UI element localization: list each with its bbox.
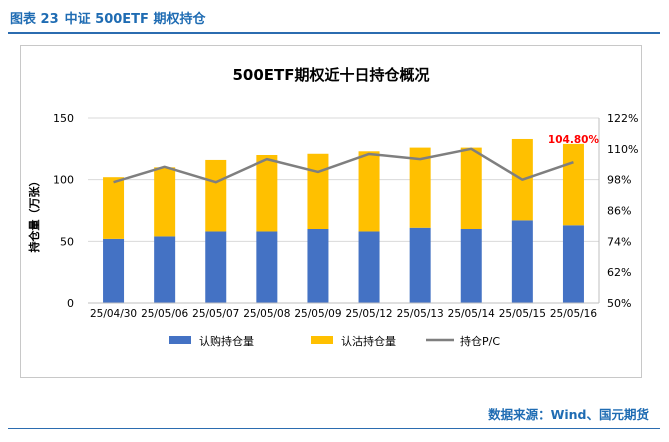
legend: 认购持仓量 认沽持仓量 持仓P/C [169,334,500,348]
bar-put [460,147,482,229]
x-tick-label: 25/05/15 [499,308,546,320]
y2-tick-label: 86% [607,205,631,218]
bar-call [358,231,380,303]
bar-call [103,238,125,303]
y-axis-label: 持仓量（万张） [27,176,41,253]
figure-caption: 图表 23 中证 500ETF 期权持仓 [10,8,211,27]
x-tick-label: 25/05/07 [192,308,239,320]
x-tick-label: 25/05/08 [243,308,290,320]
legend-swatch [311,336,333,344]
x-tick-label: 25/04/30 [90,308,137,320]
legend-label: 持仓P/C [460,334,500,348]
y-tick-label: 50 [60,235,74,248]
x-tick-label: 25/05/13 [397,308,444,320]
y2-tick-label: 98% [607,174,631,187]
y2-tick-label: 110% [607,143,638,156]
bar-call [256,231,278,303]
pc-line-layer: 104.80% [113,134,600,184]
y-tick-label: 100 [53,174,74,187]
y2-tick-label: 50% [607,297,631,310]
source-note: 数据来源：Wind、国元期货 [488,407,649,422]
bar-put [256,155,278,232]
y2-tick-label: 74% [607,235,631,248]
top-divider [8,32,660,34]
legend-label: 认沽持仓量 [341,334,396,348]
bar-call [409,227,431,303]
axes-layer: 0 50 100 150 50% 62% 74% 86% 98% 110% 122% 25/04/30… [53,112,638,320]
y-tick-label: 0 [67,297,74,310]
x-tick-label: 25/05/16 [550,308,597,320]
legend-swatch [169,336,191,344]
bar-call [307,229,329,303]
bar-put [358,151,380,232]
figure-title: 中证 500ETF 期权持仓 [64,12,206,27]
bar-put [562,143,584,226]
pc-line [113,147,574,184]
chart-svg: 500ETF期权近十日持仓概况 持仓量（万张） 104.80% 0 50 100 15… [27,66,638,348]
bottom-divider [8,428,660,429]
bar-call [154,236,176,303]
bar-call [562,225,584,303]
bar-put [154,167,176,237]
bar-put [307,153,329,229]
chart-title: 500ETF期权近十日持仓概况 [232,66,429,84]
chart-frame: 500ETF期权近十日持仓概况 持仓量（万张） 104.80% 0 50 100 15… [20,45,642,378]
pc-annotation: 104.80% [548,134,600,146]
bar-put [409,147,431,228]
x-tick-label: 25/05/09 [294,308,341,320]
bar-put [205,159,227,232]
bar-put [103,177,125,239]
x-tick-label: 25/05/12 [345,308,392,320]
bar-call [205,231,227,303]
figure-number: 图表 23 [10,12,59,27]
legend-label: 认购持仓量 [199,334,254,348]
bar-call [460,229,482,303]
y2-tick-label: 122% [607,112,638,125]
y-tick-label: 150 [53,112,74,125]
x-tick-label: 25/05/06 [141,308,188,320]
y2-tick-label: 62% [607,266,631,279]
bars-layer [103,138,584,303]
bar-call [511,220,533,303]
x-tick-label: 25/05/14 [448,308,495,320]
